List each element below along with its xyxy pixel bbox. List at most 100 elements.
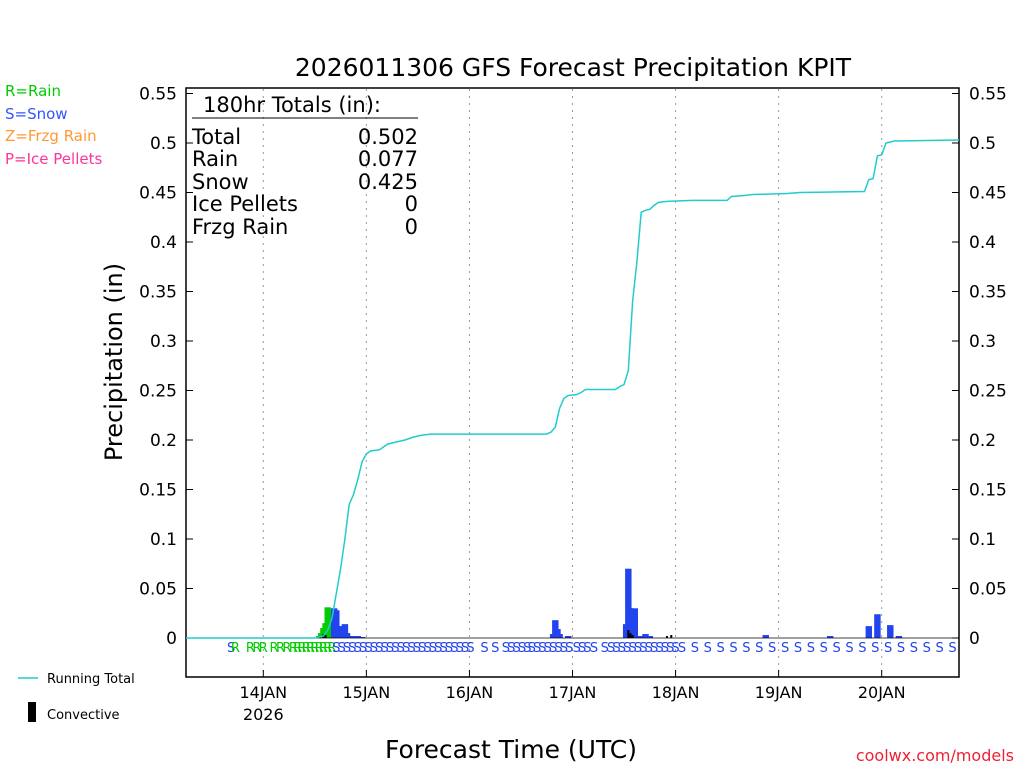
legend-frzg-rain: Z=Frzg Rain <box>5 127 97 145</box>
ptype-code: S <box>729 641 737 656</box>
ptype-code: S <box>781 641 789 656</box>
totals-header: 180hr Totals (in): <box>203 93 381 117</box>
y-tick-label-right: 0.05 <box>969 580 1007 600</box>
ptype-code: R <box>293 641 302 656</box>
ptype-code: S <box>897 641 905 656</box>
precip-bars <box>315 568 903 638</box>
convective-bar <box>665 636 668 638</box>
precip-bar <box>887 625 894 638</box>
legend-rain: R=Rain <box>5 82 61 100</box>
ptype-code: S <box>678 641 686 656</box>
x-tick-label: 16JAN <box>446 683 494 702</box>
ptype-code: S <box>423 641 431 656</box>
x-tick-label: 19JAN <box>755 683 803 702</box>
y-tick-label-right: 0.4 <box>969 233 996 253</box>
chart-title: 2026011306 GFS Forecast Precipitation KP… <box>295 53 852 82</box>
ptype-code: S <box>717 641 725 656</box>
x-tick-label: 17JAN <box>549 683 597 702</box>
ptype-code: S <box>704 641 712 656</box>
ptype-code: S <box>623 641 631 656</box>
precip-bar <box>358 637 366 638</box>
convective-bars <box>322 630 673 638</box>
totals-box: 180hr Totals (in): Total 0.502 Rain 0.07… <box>191 93 418 239</box>
convective-bar <box>631 635 634 638</box>
ptype-code: S <box>948 641 956 656</box>
convective-bar <box>629 633 632 638</box>
precip-bar <box>762 635 769 638</box>
ptype-code: S <box>332 641 340 656</box>
ptype-code: S <box>402 641 410 656</box>
ptype-code: S <box>560 641 568 656</box>
ptype-code: S <box>910 641 918 656</box>
ptype-code: S <box>820 641 828 656</box>
precip-bar <box>552 620 559 638</box>
ptype-code: S <box>583 641 591 656</box>
ptype-code: S <box>768 641 776 656</box>
ptype-code: R <box>302 641 311 656</box>
y-tick-label-left: 0.45 <box>139 184 177 204</box>
ptype-code: S <box>445 641 453 656</box>
ptype-code: S <box>661 641 669 656</box>
ptype-code: S <box>491 641 499 656</box>
ptype-code: S <box>554 641 562 656</box>
precip-bar <box>874 614 881 638</box>
ptype-code: S <box>639 641 647 656</box>
y-tick-label-right: 0.45 <box>969 184 1007 204</box>
y-tick-label-right: 0.1 <box>969 530 996 550</box>
ptype-code: S <box>343 641 351 656</box>
ptype-code: S <box>634 641 642 656</box>
x-tick-label: 14JAN <box>239 683 287 702</box>
legend-convective-swatch <box>28 702 36 722</box>
precip-bar <box>895 636 903 638</box>
ptype-code: S <box>461 641 469 656</box>
totals-label-ice-pellets: Ice Pellets <box>192 192 298 216</box>
ptype-code: S <box>742 641 750 656</box>
totals-value-ice-pellets: 0 <box>405 192 418 216</box>
y-axis-label: Precipitation (in) <box>100 263 128 461</box>
precip-bar <box>637 636 645 638</box>
y-tick-label-left: 0.05 <box>139 580 177 600</box>
ptype-code: S <box>380 641 388 656</box>
y-tick-label-left: 0.15 <box>139 481 177 501</box>
ptype-code: S <box>480 641 488 656</box>
ptype-code: S <box>884 641 892 656</box>
precip-bar <box>631 608 638 638</box>
ptype-code: S <box>418 641 426 656</box>
ptype-code: S <box>871 641 879 656</box>
convective-bar <box>670 635 673 638</box>
ptype-code: S <box>397 641 405 656</box>
y-tick-label-right: 0.55 <box>969 85 1007 105</box>
y-axis-left: 0 0.05 0.1 0.15 0.2 0.25 0.3 0.35 0.4 0.45 0.5 0.55 <box>139 85 193 649</box>
y-tick-label-right: 0.3 <box>969 332 996 352</box>
precip-bar <box>354 636 361 638</box>
ptype-code: S <box>755 641 763 656</box>
y-tick-label-left: 0.4 <box>150 233 177 253</box>
convective-bar <box>627 630 630 638</box>
ptype-code: S <box>666 641 674 656</box>
y-tick-label-left: 0.1 <box>150 530 177 550</box>
y-tick-label-left: 0 <box>166 629 177 649</box>
ptype-code: S <box>645 641 653 656</box>
totals-value-frzg-rain: 0 <box>405 215 418 239</box>
y-axis-right: 0 0.05 0.1 0.15 0.2 0.25 0.3 0.35 0.4 0.45 0.5 0.55 <box>952 85 1007 649</box>
y-tick-label-right: 0 <box>969 629 980 649</box>
ptype-code: S <box>407 641 415 656</box>
ptype-code-row: SR RRR RRRRRRRRRRRRRSSSSSSSSSSSSSSSSSSSSSS… <box>227 641 957 656</box>
ptype-code: S <box>573 641 581 656</box>
totals-label-frzg-rain: Frzg Rain <box>192 215 288 239</box>
x-axis-label: Forecast Time (UTC) <box>385 735 637 764</box>
ptype-code: R <box>259 641 268 656</box>
ptype-code: S <box>364 641 372 656</box>
ptype-code: S <box>650 641 658 656</box>
ptype-code: S <box>359 641 367 656</box>
y-tick-label-left: 0.5 <box>150 134 177 154</box>
ptype-code: R <box>276 641 285 656</box>
ptype-code: S <box>456 641 464 656</box>
totals-label-total: Total <box>191 125 241 149</box>
totals-value-rain: 0.077 <box>358 147 418 171</box>
ptype-code: S <box>513 641 521 656</box>
totals-value-snow: 0.425 <box>358 170 418 194</box>
x-axis: 14JAN 2026 15JAN 16JAN 17JAN 18JAN 19JAN 20JAN <box>239 670 906 724</box>
ptype-legend: R=Rain S=Snow Z=Frzg Rain P=Ice Pellets <box>5 82 102 168</box>
